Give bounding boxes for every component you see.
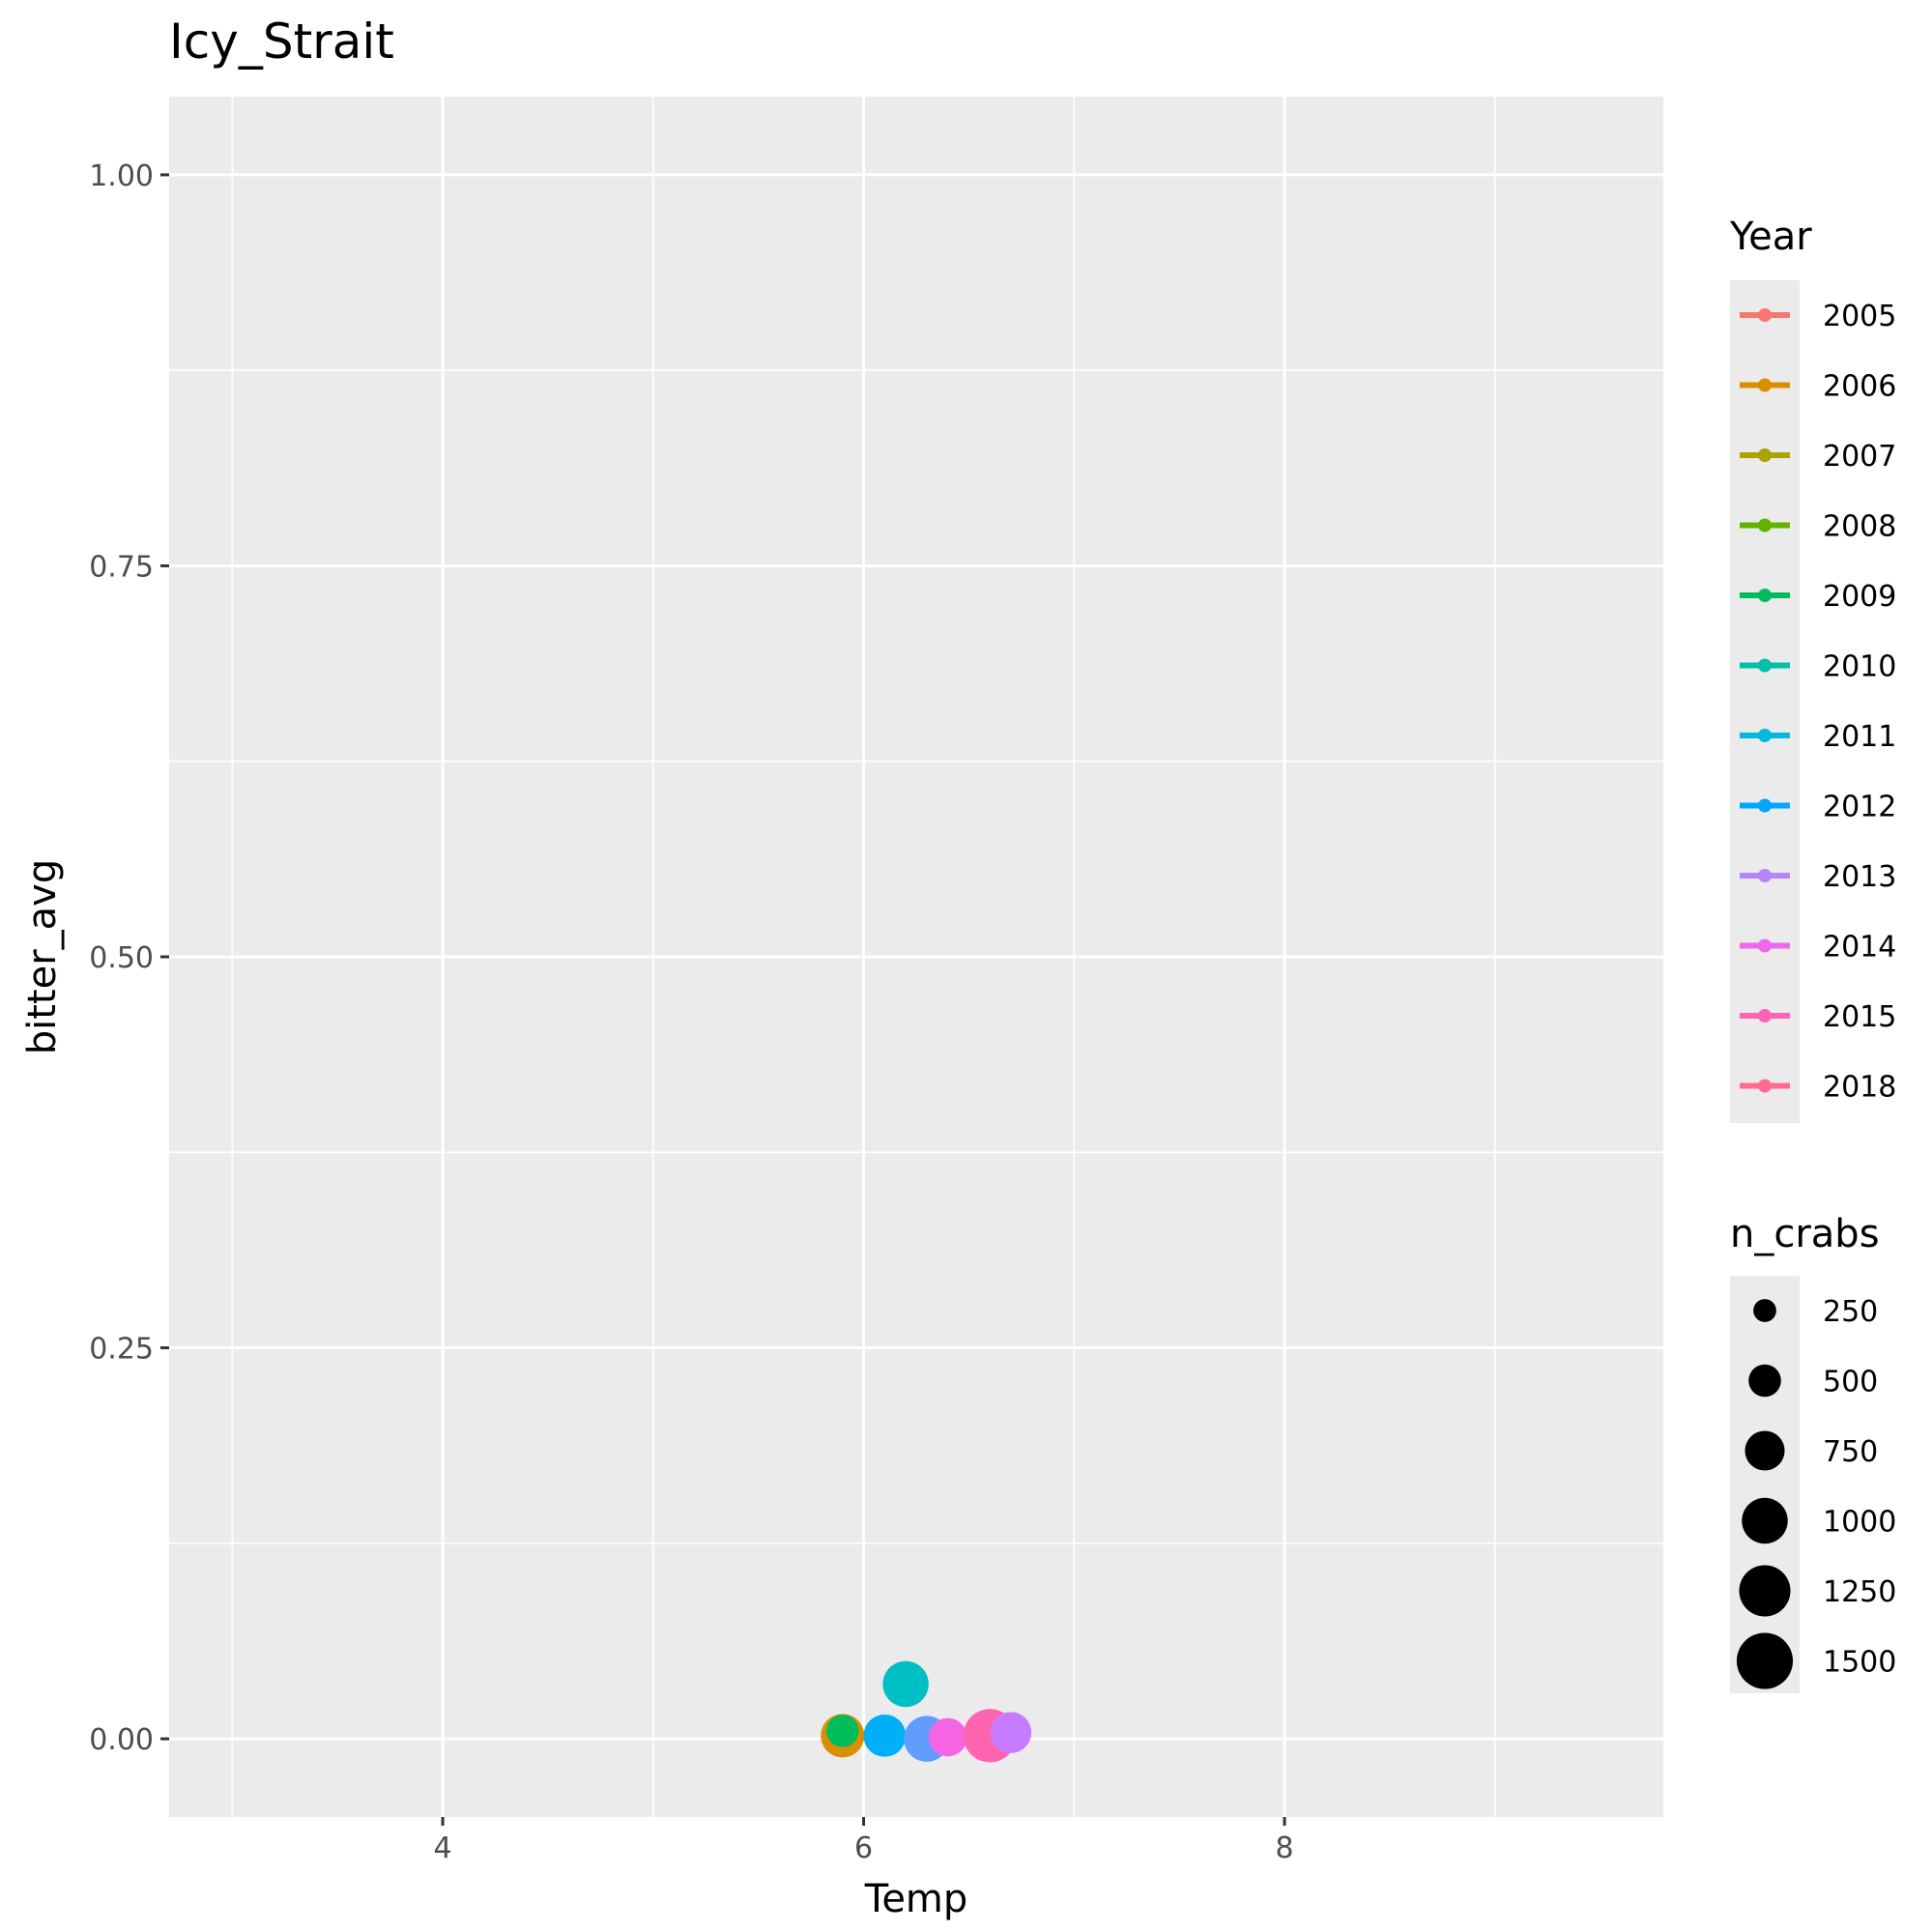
n-crabs-legend-label: 750 xyxy=(1823,1435,1878,1469)
n-crabs-legend-dot xyxy=(1742,1497,1788,1544)
year-legend-dot xyxy=(1758,1079,1772,1093)
data-point-2012 xyxy=(863,1714,907,1757)
year-legend-item-2011: 2011 xyxy=(1740,720,1896,754)
chart-title: Icy_Strait xyxy=(169,14,394,70)
year-legend-item-2010: 2010 xyxy=(1740,650,1896,684)
year-legend-dot xyxy=(1758,729,1772,742)
year-legend-dot xyxy=(1758,658,1772,673)
y-tick-label: 0.50 xyxy=(89,941,154,975)
year-legend-item-2018: 2018 xyxy=(1740,1071,1896,1105)
year-legend-label: 2018 xyxy=(1823,1071,1896,1105)
n-crabs-legend-item-750: 750 xyxy=(1745,1430,1878,1471)
x-tick-label: 8 xyxy=(1276,1831,1294,1865)
year-legend-item-2006: 2006 xyxy=(1740,370,1896,404)
year-legend-label: 2012 xyxy=(1823,791,1896,824)
year-legend-label: 2006 xyxy=(1823,370,1896,404)
year-legend-dot xyxy=(1758,378,1772,392)
year-legend-dot xyxy=(1758,308,1772,322)
year-legend-dot xyxy=(1758,448,1772,462)
year-legend-item-2007: 2007 xyxy=(1740,440,1896,474)
year-legend-label: 2009 xyxy=(1823,580,1896,614)
year-legend-item-2012: 2012 xyxy=(1740,791,1896,824)
n-crabs-legend-label: 1000 xyxy=(1823,1506,1896,1540)
year-legend-item-2009: 2009 xyxy=(1740,580,1896,614)
x-tick-label: 4 xyxy=(434,1831,452,1865)
year-legend-dot xyxy=(1758,518,1772,533)
data-point-2011 xyxy=(882,1660,929,1708)
data-point-2009 xyxy=(826,1715,859,1747)
major-gridlines xyxy=(169,97,1663,1817)
year-legend-item-2013: 2013 xyxy=(1740,860,1896,894)
year-legend-dot xyxy=(1758,589,1772,602)
year-legend-label: 2010 xyxy=(1823,650,1896,684)
year-legend: Year 2005 2006 2007 2008 2009 2010 2011 2012 201… xyxy=(1729,215,1896,1123)
n-crabs-legend-dot xyxy=(1739,1565,1791,1617)
x-tick-label: 6 xyxy=(854,1831,873,1865)
year-legend-label: 2011 xyxy=(1823,720,1896,754)
year-legend-label: 2015 xyxy=(1823,1000,1896,1034)
year-legend-dot xyxy=(1758,938,1772,953)
n-crabs-legend-item-1000: 1000 xyxy=(1742,1497,1896,1544)
n-crabs-legend-title: n_crabs xyxy=(1730,1212,1880,1256)
n-crabs-legend-item-500: 500 xyxy=(1748,1364,1878,1399)
year-legend-item-2015: 2015 xyxy=(1740,1000,1896,1034)
y-tick-label: 0.00 xyxy=(89,1723,154,1757)
n-crabs-legend-item-250: 250 xyxy=(1753,1295,1878,1329)
year-legend-item-2008: 2008 xyxy=(1740,510,1896,544)
year-legend-key-background xyxy=(1730,280,1800,1123)
y-tick-label: 0.75 xyxy=(89,550,154,584)
n-crabs-legend-label: 1250 xyxy=(1823,1575,1896,1609)
n-crabs-legend-dot xyxy=(1736,1632,1794,1689)
n-crabs-legend-dot xyxy=(1745,1430,1785,1471)
x-axis: 4 6 8 xyxy=(434,1817,1294,1865)
n-crabs-legend-dot xyxy=(1753,1299,1776,1322)
n-crabs-legend-label: 250 xyxy=(1823,1295,1878,1329)
n-crabs-legend-item-1250: 1250 xyxy=(1739,1565,1896,1617)
y-axis: 0.00 0.25 0.50 0.75 1.00 xyxy=(89,159,169,1757)
year-legend-item-2005: 2005 xyxy=(1740,300,1896,333)
n-crabs-legend: n_crabs 250 500 750 1000 1250 1500 xyxy=(1730,1212,1896,1693)
year-legend-label: 2013 xyxy=(1823,860,1896,894)
n-crabs-legend-item-1500: 1500 xyxy=(1736,1632,1896,1689)
n-crabs-legend-key-background xyxy=(1730,1276,1800,1693)
data-points xyxy=(821,1660,1032,1763)
n-crabs-legend-label: 1500 xyxy=(1823,1646,1896,1680)
year-legend-label: 2008 xyxy=(1823,510,1896,544)
year-legend-label: 2005 xyxy=(1823,300,1896,333)
year-legend-item-2014: 2014 xyxy=(1740,931,1896,965)
y-tick-label: 0.25 xyxy=(89,1333,154,1367)
x-axis-title: Temp xyxy=(864,1877,968,1921)
n-crabs-legend-dot xyxy=(1748,1364,1781,1398)
data-point-2014 xyxy=(990,1712,1032,1753)
year-legend-label: 2014 xyxy=(1823,931,1896,965)
year-legend-dot xyxy=(1758,1009,1772,1023)
year-legend-dot xyxy=(1758,798,1772,813)
year-legend-title: Year xyxy=(1729,215,1812,259)
year-legend-label: 2007 xyxy=(1823,440,1896,474)
y-tick-label: 1.00 xyxy=(89,159,154,193)
data-point-2015 xyxy=(928,1717,967,1757)
y-axis-title: bitter_avg xyxy=(20,859,65,1055)
n-crabs-legend-label: 500 xyxy=(1823,1366,1878,1399)
year-legend-dot xyxy=(1758,869,1772,882)
